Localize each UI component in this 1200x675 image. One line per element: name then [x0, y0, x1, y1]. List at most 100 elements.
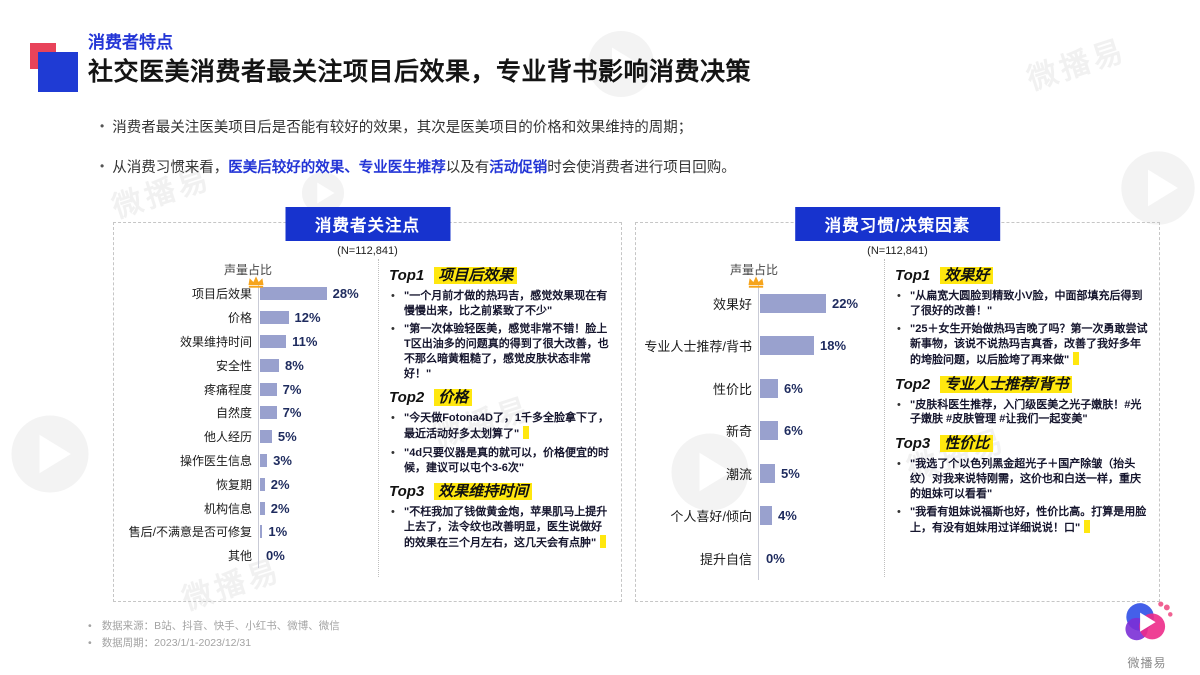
top-rank-label: Top1	[389, 267, 425, 284]
bar-track: 0%	[758, 537, 878, 580]
quote-text: "4d只要仪器是真的就可以，价格便宜的时候，建议可以屯个3-6次"	[404, 446, 610, 474]
sample-size-note: (N=112,841)	[867, 245, 928, 257]
chart-row: 安全性 8%	[116, 353, 372, 378]
bar-track: 5%	[758, 452, 878, 495]
bar	[260, 477, 265, 491]
bar	[760, 463, 775, 483]
category-label: 效果好	[712, 296, 752, 312]
bar	[260, 334, 287, 348]
crown-icon	[747, 275, 765, 289]
bar	[260, 358, 280, 372]
bar	[760, 293, 826, 313]
category-label: 专业人士推荐/背书	[644, 339, 752, 355]
top-rank-heading: Top3 效果维持时间	[389, 480, 611, 501]
value-label: 4%	[778, 508, 797, 524]
bar-track: 5%	[258, 424, 372, 449]
bar-track: 7%	[258, 400, 372, 425]
panel-body: 声量占比 效果好 22% 专业人士推荐/背书 18% 性价比 6% 新奇 6% 潮流 5% 个人喜好…	[636, 257, 1159, 581]
chart-row: 提升自信 0%	[638, 537, 878, 580]
top-keyword-highlight: 价格	[434, 389, 473, 407]
category-label: 潮流	[725, 466, 752, 482]
bar-track: 8%	[258, 353, 372, 378]
category-label: 恢复期	[215, 477, 252, 492]
chart-row: 操作医生信息 3%	[116, 448, 372, 473]
value-label: 28%	[332, 286, 359, 302]
bar-track: 0%	[258, 543, 372, 568]
bar	[260, 453, 268, 467]
panel-consumer-focus: 消费者关注点 (N=112,841) 声量占比 项目后效果 28% 价格 12% 效果维…	[113, 207, 622, 602]
bar	[260, 406, 277, 420]
quote-item: "4d只要仪器是真的就可以，价格便宜的时候，建议可以屯个3-6次"	[389, 446, 611, 475]
brand-logo-label: 微播易	[1127, 656, 1167, 670]
weiboyi-logo-icon	[1125, 601, 1173, 641]
chart-row: 效果好 22%	[638, 276, 878, 325]
axis-label: 声量占比	[730, 263, 779, 277]
section-label: 消费者特点	[88, 33, 173, 52]
value-label: 0%	[266, 548, 285, 564]
chart-row: 自然度 7%	[116, 400, 372, 425]
quote-text: "第一次体验轻医美，感觉非常不错！脸上T区出油多的问题真的得到了很大改善，也不那…	[404, 323, 609, 380]
quote-text: "我看有姐妹说福斯也好，性价比高。打算是用脸上，有没有姐妹用过详细说说！口"	[910, 506, 1147, 535]
bar	[260, 501, 265, 515]
top-rank-heading: Top1 效果好	[895, 264, 1149, 285]
bar	[260, 382, 277, 396]
value-label: 2%	[270, 500, 290, 516]
quote-text: "今天做Fotona4D了，1千多全脸拿下了，最近活动好多太划算了"	[404, 412, 610, 441]
quote-list: "我选了个以色列黑金超光子＋国产除皱（抬头纹）对我来说特刚需，这价也和白送一样，…	[895, 457, 1149, 536]
data-period-note: • 数据周期：2023/1/1-2023/12/31	[88, 635, 340, 652]
bullet-dot: •	[100, 119, 105, 133]
bar	[260, 287, 327, 301]
summary-bullets: • 消费者最关注医美项目后是否能有较好的效果，其次是医美项目的价格和效果维持的周期…	[100, 118, 1120, 199]
quote-list: "今天做Fotona4D了，1千多全脸拿下了，最近活动好多太划算了" "4d只要仪…	[389, 411, 611, 475]
category-label: 提升自信	[699, 551, 752, 567]
panel-body: 声量占比 项目后效果 28% 价格 12% 效果维持时间 11% 安全性 8% 疼痛程度 7% 自然…	[114, 257, 621, 581]
bar-track: 18%	[758, 324, 878, 367]
quote-text: "一个月前才做的热玛吉，感觉效果现在有慢慢出来，比之前紧致了不少"	[404, 290, 608, 317]
category-label: 新奇	[725, 424, 752, 440]
axis-label: 声量占比	[224, 263, 273, 277]
bullet-line: • 消费者最关注医美项目后是否能有较好的效果，其次是医美项目的价格和效果维持的周期…	[100, 118, 1120, 138]
quote-list: "从扁宽大圆脸到精致小V脸，中面部填充后得到了很好的改善！" "25＋女生开始做热…	[895, 289, 1149, 368]
panel-title: 消费者关注点	[285, 207, 450, 241]
value-label: 22%	[832, 295, 859, 311]
chart-row: 潮流 5%	[638, 452, 878, 495]
quote-item: "我选了个以色列黑金超光子＋国产除皱（抬头纹）对我来说特刚需，这价也和白送一样，…	[895, 457, 1149, 501]
bar-track: 2%	[258, 496, 372, 520]
value-label: 6%	[784, 423, 803, 439]
bullet-text: 消费者最关注医美项目后是否能有较好的效果，其次是医美项目的价格和效果维持的周期；	[112, 120, 692, 136]
bar	[760, 378, 778, 398]
yellow-mark	[600, 534, 607, 548]
top-rank-heading: Top2 价格	[389, 386, 611, 407]
bar-chart-consumer-focus: 声量占比 项目后效果 28% 价格 12% 效果维持时间 11% 安全性 8% 疼痛程度 7% 自然…	[116, 259, 372, 577]
top-rank-label: Top1	[895, 267, 931, 284]
top-rank-heading: Top3 性价比	[895, 432, 1149, 453]
chart-row: 效果维持时间 11%	[116, 329, 372, 354]
quote-list: "一个月前才做的热玛吉，感觉效果现在有慢慢出来，比之前紧致了不少" "第一次体验轻…	[389, 289, 611, 381]
value-label: 0%	[766, 550, 785, 566]
value-label: 3%	[273, 452, 292, 468]
quote-item: "一个月前才做的热玛吉，感觉效果现在有慢慢出来，比之前紧致了不少"	[389, 289, 611, 318]
chart-row: 他人经历 5%	[116, 424, 372, 449]
category-label: 性价比	[712, 381, 752, 397]
bar-track: 1%	[258, 519, 372, 544]
page-title: 社交医美消费者最关注项目后效果，专业背书影响消费决策	[88, 58, 752, 86]
footer-notes: • 数据来源：B站、抖音、快手、小红书、微博、微信 • 数据周期：2023/1/1-…	[88, 618, 340, 652]
top-rank-label: Top3	[895, 435, 931, 453]
bar-track: 6%	[758, 409, 878, 452]
chart-row: 性价比 6%	[638, 367, 878, 410]
bullet-plain-text: 时会使消费者进行项目回购。	[547, 160, 736, 177]
category-label: 售后/不满意是否可修复	[128, 525, 252, 540]
chart-row: 个人喜好/倾向 4%	[638, 494, 878, 537]
top-quotes-consumer-habits: Top1 效果好 "从扁宽大圆脸到精致小V脸，中面部填充后得到了很好的改善！" "25…	[884, 259, 1153, 577]
sample-size-note: (N=112,841)	[337, 245, 398, 257]
watermark-logo-icon	[1118, 148, 1198, 233]
bar-track: 2%	[258, 472, 372, 497]
bar	[260, 311, 289, 325]
bar	[760, 506, 772, 526]
panel-title: 消费习惯/决策因素	[794, 207, 1001, 241]
bar-track: 3%	[258, 448, 372, 473]
watermark-logo-icon	[8, 412, 92, 501]
value-label: 8%	[285, 357, 304, 373]
quote-item: "皮肤科医生推荐，入门级医美之光子嫩肤！#光子嫩肤 #皮肤管理 #让我们一起变美…	[895, 398, 1149, 427]
chart-row: 其他 0%	[116, 543, 372, 568]
